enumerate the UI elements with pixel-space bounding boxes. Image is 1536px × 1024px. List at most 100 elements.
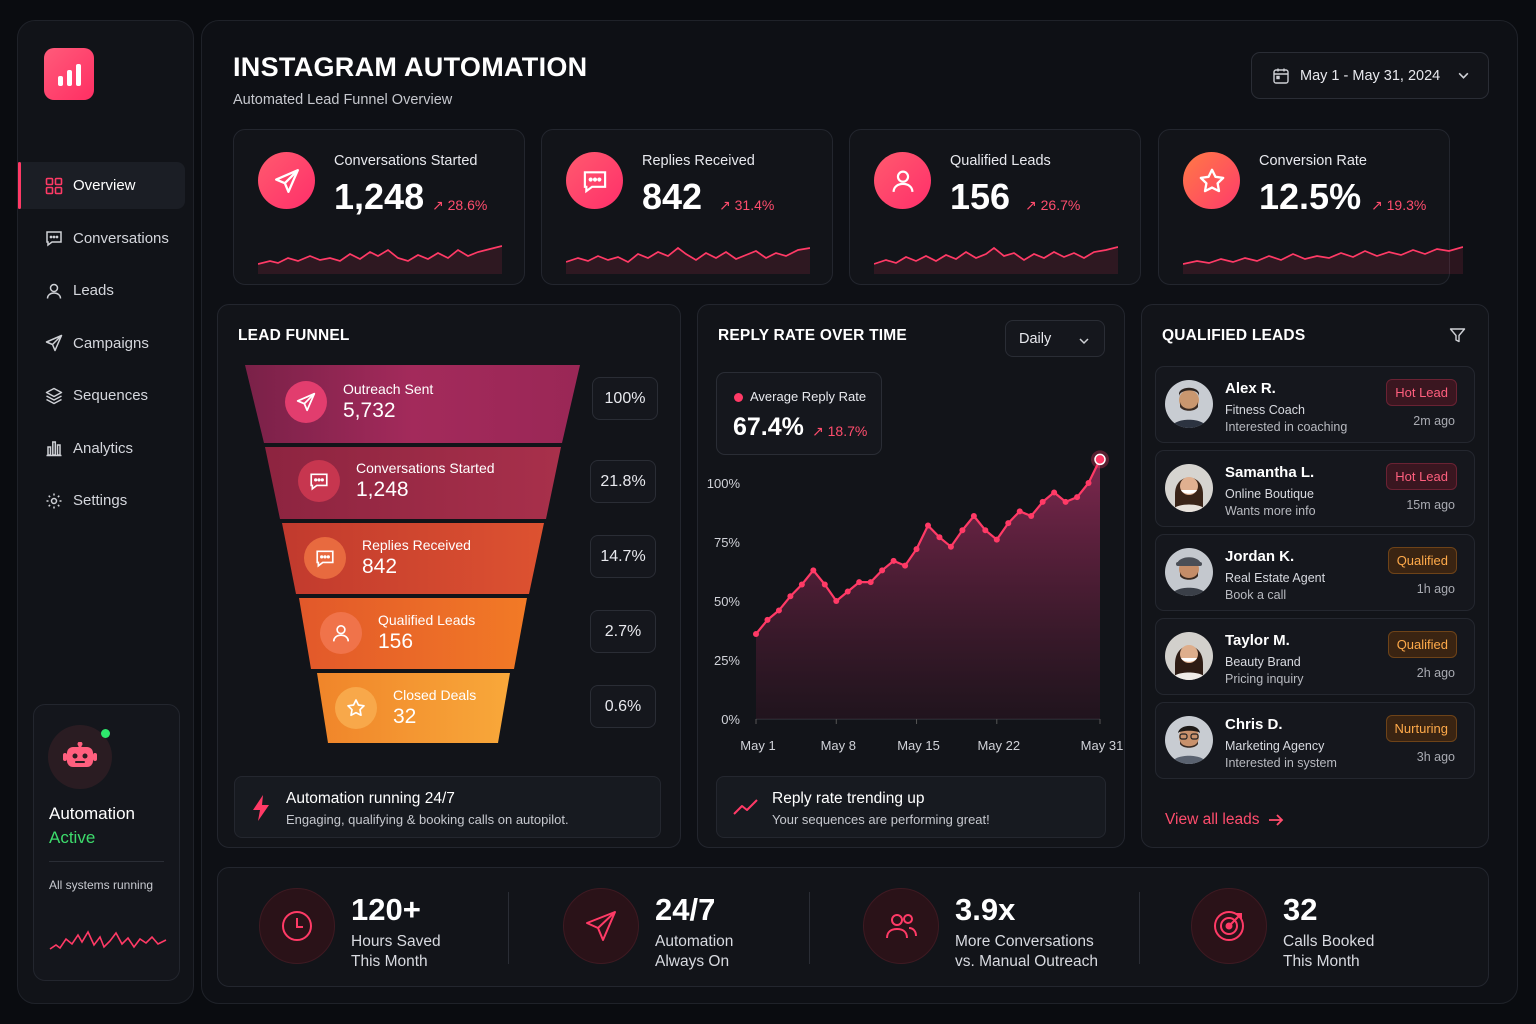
view-all-leads-link[interactable]: View all leads [1165,811,1284,829]
funnel-stage-outreach[interactable]: Outreach Sent 5,732 [285,381,433,423]
funnel-stage-replies[interactable]: Replies Received 842 [304,537,471,579]
chat-icon [298,460,340,502]
interval-dropdown[interactable]: Daily [1005,320,1105,357]
sidebar-item-leads[interactable]: Leads [18,267,185,314]
sidebar-item-label: Leads [73,282,114,299]
users-icon [863,888,939,964]
data-point [775,607,782,614]
stat-card-replies[interactable]: Replies Received 842 ↗ 31.4% [541,129,833,285]
stat-value: 1,248 [334,176,425,217]
sidebar-item-sequences[interactable]: Sequences [18,372,185,419]
stat-change: ↗ 28.6% [432,197,488,213]
filter-icon[interactable] [1449,327,1466,344]
data-point [970,513,977,520]
data-point [902,562,909,569]
summary-value: 24/7 [655,892,716,927]
stat-sparkline [1183,246,1463,274]
user-icon [320,612,362,654]
chevron-down-icon [1079,338,1089,345]
lead-funnel-panel: LEAD FUNNEL Outreach Sent 5,732 [217,304,681,848]
funnel-stage-conversations[interactable]: Conversations Started 1,248 [298,460,495,502]
funnel-stage-3 [282,523,544,594]
data-point [1074,494,1081,501]
lead-time: 2h ago [1416,666,1455,680]
funnel-stage-4 [299,598,527,669]
stat-card-conversations[interactable]: Conversations Started 1,248 ↗ 28.6% [233,129,525,285]
lead-role: Beauty Brand [1225,655,1301,669]
user-icon [874,152,931,209]
reply-rate-panel: REPLY RATE OVER TIME Daily Average Reply… [697,304,1125,848]
lead-item[interactable]: Chris D. Marketing Agency Interested in … [1155,702,1475,779]
star-icon [1183,152,1240,209]
stat-label: Replies Received [642,153,755,169]
reply-rate-area [756,459,1100,719]
lead-role: Online Boutique [1225,487,1314,501]
stat-sparkline [566,246,810,274]
avatar [1165,632,1213,680]
status-badge: Hot Lead [1386,379,1457,406]
average-change: ↗ 18.7% [812,423,868,439]
funnel-stage-label: Closed Deals [393,687,477,703]
summary-value: 3.9x [955,892,1016,927]
data-point [787,593,794,600]
sidebar-item-label: Campaigns [73,334,149,352]
funnel-percent-badge: 0.6% [590,685,656,728]
view-all-label: View all leads [1165,811,1260,828]
lead-item[interactable]: Samantha L. Online Boutique Wants more i… [1155,450,1475,527]
reply-rate-chart: 0% 25% 50% 75% 100% May 1 May 8 May 15 May 22 Ma… [707,450,1124,753]
lead-role: Fitness Coach [1225,403,1305,417]
page-title: INSTAGRAM AUTOMATION [233,52,588,82]
data-point[interactable] [1094,453,1106,466]
sidebar-item-label: Sequences [73,387,149,404]
sidebar: Overview Conversations Leads Campaigns S… [17,20,194,1004]
summary-label: More Conversations vs. Manual Outreach [955,933,1099,970]
date-range-label: May 1 - May 31, 2024 [1300,67,1441,84]
avatar [1165,464,1213,512]
main-content: INSTAGRAM AUTOMATION Automated Lead Funn… [201,20,1518,1004]
summary-label: Hours Saved This Month [351,933,441,970]
sidebar-item-settings[interactable]: Settings [18,477,185,524]
stat-card-conversion[interactable]: Conversion Rate 12.5% ↗ 19.3% [1158,129,1463,285]
x-tick-label: May 31 [1081,738,1124,753]
data-point [1016,508,1023,515]
sidebar-item-analytics[interactable]: Analytics [18,425,185,472]
send-icon [563,888,639,964]
note-subtitle: Your sequences are performing great! [772,812,990,827]
data-point [833,598,840,604]
data-point [1039,498,1046,505]
divider [49,861,164,862]
automation-title: Automation [49,804,135,823]
funnel-stage-label: Outreach Sent [343,381,434,397]
lead-item[interactable]: Jordan K. Real Estate Agent Book a call … [1155,534,1475,611]
user-icon [46,283,62,299]
note-subtitle: Engaging, qualifying & booking calls on … [286,812,569,827]
funnel-stage-closed[interactable]: Closed Deals 32 [335,687,476,729]
divider [508,892,509,964]
stat-value: 12.5% [1259,176,1362,217]
stat-card-qualified[interactable]: Qualified Leads 156 ↗ 26.7% [849,129,1141,285]
send-icon [285,381,327,423]
trend-up-icon [733,799,758,815]
sidebar-item-overview[interactable]: Overview [18,162,185,209]
avatar [1165,380,1213,428]
grid-icon [45,177,63,194]
sidebar-item-campaigns[interactable]: Campaigns [18,320,185,367]
gear-icon [46,493,62,508]
y-tick-label: 100% [707,476,741,491]
automation-subtitle: All systems running [49,878,154,892]
sidebar-nav: Overview Conversations Leads Campaigns S… [18,162,193,530]
data-point [753,631,759,638]
sidebar-item-conversations[interactable]: Conversations [18,215,185,262]
date-range-picker[interactable]: May 1 - May 31, 2024 [1251,52,1489,99]
lead-time: 2m ago [1413,414,1455,428]
bar-chart-icon[interactable] [44,48,94,100]
lead-item[interactable]: Taylor M. Beauty Brand Pricing inquiry Q… [1155,618,1475,695]
lead-role: Marketing Agency [1225,739,1325,753]
funnel-percent-badge: 2.7% [590,610,656,653]
chat-icon [566,152,623,209]
lead-item[interactable]: Alex R. Fitness Coach Interested in coac… [1155,366,1475,443]
funnel-stage-qualified[interactable]: Qualified Leads 156 [320,612,475,654]
data-point [867,579,874,586]
data-point [959,527,966,534]
